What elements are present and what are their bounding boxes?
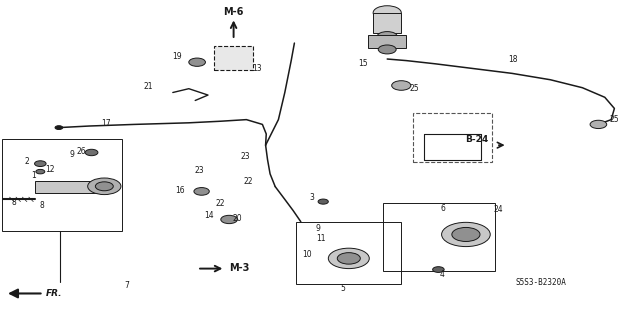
Circle shape [433,267,444,272]
FancyBboxPatch shape [214,46,253,70]
Circle shape [194,188,209,195]
Circle shape [36,169,45,174]
Text: 22: 22 [244,177,253,186]
Bar [383,203,495,271]
Bar [373,13,401,33]
Circle shape [85,149,98,156]
Text: 19: 19 [172,52,182,61]
Text: 23: 23 [241,152,251,161]
Text: 9: 9 [70,150,75,159]
Text: 20: 20 [232,214,242,223]
Circle shape [35,161,46,167]
Text: 3: 3 [310,193,315,202]
Circle shape [373,6,401,20]
Text: 8: 8 [39,201,44,210]
Text: 14: 14 [204,211,214,220]
Text: 22: 22 [216,199,225,208]
Text: 6: 6 [440,204,445,213]
Text: 26: 26 [76,147,86,156]
Text: 21: 21 [144,82,153,91]
Text: 4: 4 [439,271,444,279]
Circle shape [318,199,328,204]
Circle shape [452,227,480,241]
Circle shape [95,182,113,191]
Text: 17: 17 [100,119,111,128]
Text: 12: 12 [45,165,54,174]
Text: 1: 1 [31,171,36,180]
Circle shape [377,32,397,42]
Text: 10: 10 [301,250,312,259]
Circle shape [226,52,241,60]
Bar [368,35,406,48]
Text: 16: 16 [175,186,186,195]
Text: 2: 2 [24,157,29,166]
Circle shape [55,126,63,130]
Circle shape [590,120,607,129]
Text: B-24: B-24 [465,135,488,144]
Circle shape [328,248,369,269]
Circle shape [442,222,490,247]
Text: FR.: FR. [46,289,63,298]
Text: 25: 25 [410,84,419,93]
Text: 11: 11 [317,234,326,243]
Text: 9: 9 [315,224,320,233]
Text: 25: 25 [609,115,620,124]
Text: 5: 5 [340,284,346,293]
Bar [296,222,401,284]
Text: M-6: M-6 [223,7,244,17]
Text: 15: 15 [358,59,368,68]
Text: 7: 7 [124,281,129,290]
Circle shape [378,45,396,54]
Bar [35,181,106,193]
Text: 18: 18 [509,56,518,64]
Circle shape [392,81,411,90]
Circle shape [221,215,237,224]
Text: 13: 13 [252,64,262,73]
Text: S5S3-B2320A: S5S3-B2320A [515,278,566,287]
Circle shape [337,253,360,264]
Circle shape [189,58,205,66]
Text: M-3: M-3 [229,263,250,273]
Text: 23: 23 [195,166,205,175]
Text: 24: 24 [493,205,503,214]
Bar [2,139,122,231]
Circle shape [88,178,121,195]
Text: 8: 8 [12,198,17,207]
